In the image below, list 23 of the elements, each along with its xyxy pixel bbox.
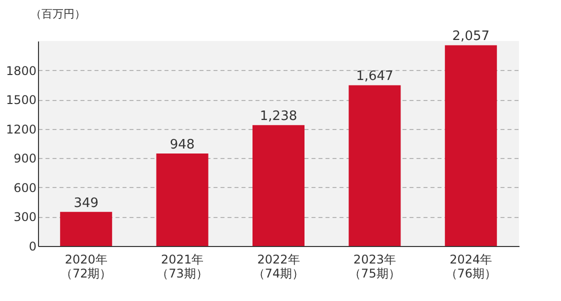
bar xyxy=(444,45,497,246)
data-label: 948 xyxy=(170,137,195,152)
y-tick-label: 900 xyxy=(14,152,36,166)
y-tick-label: 600 xyxy=(14,180,36,195)
data-label: 2,057 xyxy=(452,29,490,44)
bar xyxy=(348,85,401,246)
x-tick-label: 2024年（76期） xyxy=(445,252,497,280)
y-axis-title: （百万円） xyxy=(30,8,86,20)
x-tick-label: 2020年（72期） xyxy=(60,252,112,280)
bar xyxy=(252,125,304,246)
y-tick-label: 1500 xyxy=(6,93,36,108)
y-tick-label: 0 xyxy=(28,240,36,254)
data-label: 349 xyxy=(74,196,99,211)
y-tick-label: 1800 xyxy=(6,64,36,78)
bar xyxy=(60,212,112,246)
y-tick-label: 300 xyxy=(14,210,36,224)
x-tick-label: 2022年（74期） xyxy=(252,252,304,280)
data-label: 1,647 xyxy=(356,69,394,84)
bar xyxy=(156,153,208,246)
x-tick-label: 2021年（73期） xyxy=(156,252,208,280)
x-tick-label: 2023年（75期） xyxy=(349,252,400,280)
data-label: 1,238 xyxy=(260,109,298,124)
y-tick-label: 1200 xyxy=(6,122,36,136)
